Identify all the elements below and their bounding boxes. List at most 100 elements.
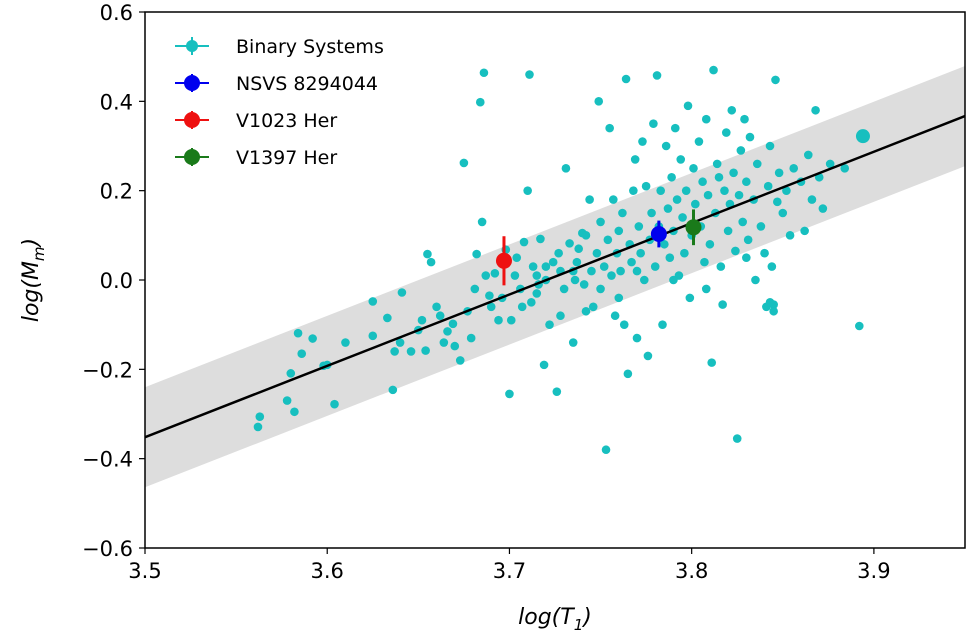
- data-point: [691, 199, 700, 209]
- legend-label: V1397 Her: [236, 147, 337, 169]
- data-point: [652, 71, 662, 80]
- data-point: [545, 320, 554, 329]
- data-point: [609, 195, 618, 204]
- data-point: [661, 141, 671, 151]
- data-point: [255, 412, 265, 421]
- data-point: [290, 407, 299, 417]
- data-point: [647, 208, 656, 218]
- data-point: [494, 315, 503, 325]
- data-point: [709, 65, 718, 75]
- x-tick-label: 3.9: [857, 559, 890, 583]
- data-point: [619, 320, 629, 329]
- data-point: [527, 298, 536, 307]
- data-point: [510, 271, 520, 280]
- data-point: [629, 186, 638, 195]
- data-point: [596, 217, 605, 227]
- data-point: [616, 266, 625, 276]
- data-point: [579, 280, 589, 289]
- data-point: [742, 253, 751, 262]
- data-point: [581, 231, 591, 240]
- data-point: [807, 195, 817, 204]
- data-point: [572, 257, 582, 267]
- x-tick-label: 3.8: [675, 559, 708, 583]
- data-point: [450, 341, 460, 351]
- y-tick-label: 0.0: [100, 269, 133, 293]
- data-point: [734, 190, 744, 200]
- data-point: [685, 293, 695, 303]
- data-point: [574, 244, 583, 254]
- data-point: [656, 186, 665, 195]
- data-point: [406, 347, 416, 356]
- data-point: [632, 266, 642, 276]
- data-point: [663, 204, 673, 213]
- data-point: [623, 369, 633, 379]
- data-point: [803, 150, 813, 160]
- x-tick-label: 3.7: [493, 559, 526, 583]
- data-point: [568, 338, 578, 347]
- data-point: [532, 289, 542, 298]
- data-point: [752, 159, 762, 169]
- data-point: [771, 75, 780, 85]
- data-point: [426, 257, 436, 267]
- x-tick-label: 3.5: [128, 559, 161, 583]
- data-point: [636, 248, 645, 258]
- data-point: [512, 253, 522, 262]
- data-point: [670, 123, 680, 133]
- data-point: [742, 177, 751, 187]
- data-point: [778, 208, 788, 218]
- data-point: [643, 351, 653, 361]
- legend-marker: [184, 75, 200, 91]
- data-point: [785, 231, 795, 240]
- data-point: [632, 333, 642, 343]
- data-point: [705, 239, 715, 249]
- data-point: [559, 284, 569, 294]
- data-point: [765, 141, 775, 151]
- data-point: [561, 164, 571, 173]
- data-point: [681, 186, 691, 195]
- data-point: [286, 369, 296, 378]
- data-point: [532, 271, 542, 280]
- data-point: [630, 155, 640, 164]
- data-point: [723, 226, 733, 236]
- data-point: [743, 235, 753, 245]
- legend: Binary Systems NSVS 8294044 V1023 Her V1397…: [175, 36, 384, 169]
- data-point: [475, 97, 485, 107]
- data-point: [455, 356, 465, 365]
- data-point: [669, 275, 678, 285]
- data-point: [581, 306, 591, 316]
- data-point: [714, 172, 724, 182]
- legend-marker: [186, 40, 198, 52]
- data-point: [701, 114, 711, 124]
- data-point: [481, 271, 491, 280]
- data-point: [716, 262, 726, 271]
- data-point: [539, 360, 549, 370]
- data-point: [397, 288, 407, 297]
- data-point: [552, 387, 562, 396]
- data-point: [760, 248, 769, 258]
- legend-label: NSVS 8294044: [236, 73, 378, 95]
- legend-marker: [184, 112, 200, 128]
- y-axis-label: log(Mm): [19, 238, 48, 322]
- data-point: [594, 97, 604, 106]
- data-point: [731, 246, 740, 256]
- data-point: [736, 146, 746, 155]
- data-point: [650, 262, 660, 271]
- data-point: [282, 396, 292, 405]
- data-point: [536, 234, 545, 244]
- y-tick-label: −0.4: [82, 448, 133, 472]
- data-point: [523, 186, 532, 195]
- data-point: [774, 168, 784, 178]
- data-point: [855, 321, 864, 331]
- data-point: [477, 217, 487, 227]
- data-point: [395, 338, 405, 347]
- data-point: [605, 123, 614, 133]
- legend-label: V1023 Her: [236, 110, 337, 132]
- x-tick-label: 3.6: [311, 559, 344, 583]
- data-point: [700, 257, 709, 267]
- data-point: [614, 226, 624, 236]
- data-point: [701, 284, 711, 294]
- data-point: [658, 320, 667, 329]
- data-point: [665, 253, 675, 262]
- data-point: [811, 105, 820, 115]
